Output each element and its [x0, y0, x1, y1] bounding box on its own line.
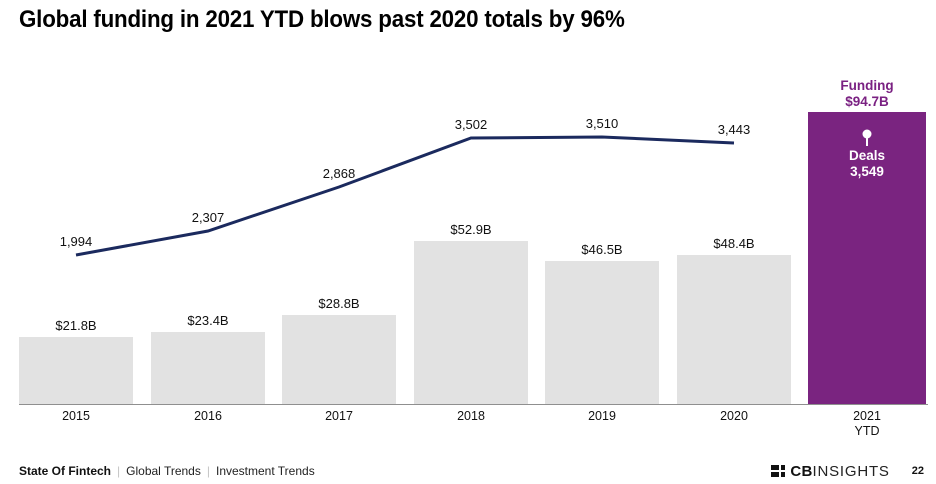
axis-label-2018: 2018: [457, 409, 485, 423]
deals-value-label-2017: 2,868: [322, 166, 356, 181]
funding-highlight-value: $94.7B: [845, 94, 889, 109]
footer: State Of Fintech | Global Trends | Inves…: [19, 462, 924, 480]
axis-label-2017: 2017: [325, 409, 353, 423]
bar-2021-ytd-highlight: [808, 112, 926, 404]
deals-line: [75, 135, 735, 257]
breadcrumb: State Of Fintech | Global Trends | Inves…: [19, 464, 315, 478]
bar-2016: [151, 332, 265, 404]
funding-highlight-label: Funding $94.7B: [810, 78, 924, 110]
funding-value-label-2020: $48.4B: [713, 236, 755, 251]
deals-value-label-2020: 3,443: [717, 122, 751, 137]
funding-value-label-2018: $52.9B: [450, 222, 492, 237]
axis-label-2019: 2019: [588, 409, 616, 423]
funding-highlight-title: Funding: [840, 78, 894, 93]
page-number: 22: [911, 465, 924, 477]
brand-name-bold: CB: [790, 462, 813, 480]
brand-name-light: INSIGHTS: [812, 462, 890, 480]
logo-block: [771, 465, 780, 470]
logo-block: [781, 465, 786, 470]
funding-value-label-2017: $28.8B: [318, 296, 360, 311]
bar-2020: [677, 255, 791, 404]
funding-value-label-2016: $23.4B: [187, 313, 229, 328]
deals-highlight-title: Deals: [848, 148, 886, 163]
deals-value-label-2019: 3,510: [585, 116, 619, 131]
breadcrumb-item-state-of-fintech: State Of Fintech: [19, 464, 112, 478]
breadcrumb-separator: |: [117, 464, 121, 478]
bar-2015: [19, 337, 133, 404]
deals-highlight-value: 3,549: [850, 164, 884, 179]
funding-value-label-2019: $46.5B: [581, 242, 623, 257]
logo-block: [771, 472, 780, 477]
funding-value-label-2015: $21.8B: [55, 318, 97, 333]
bar-2019: [545, 261, 659, 404]
x-axis-line: [19, 404, 928, 405]
breadcrumb-item-investment-trends: Investment Trends: [215, 464, 315, 478]
axis-label-2020: 2020: [720, 409, 748, 423]
brand-row: CB INSIGHTS 22: [771, 463, 924, 480]
axis-label-2021-ytd: 2021 YTD: [853, 409, 881, 438]
deals-value-label-2018: 3,502: [454, 117, 488, 132]
axis-label-2015: 2015: [62, 409, 90, 423]
cbinsights-logo-icon: [771, 465, 786, 477]
deals-value-label-2015: 1,994: [59, 234, 93, 249]
breadcrumb-item-global-trends: Global Trends: [126, 464, 201, 478]
breadcrumb-separator: |: [206, 464, 210, 478]
deals-value-label-2016: 2,307: [191, 210, 225, 225]
page-title: Global funding in 2021 YTD blows past 20…: [19, 6, 625, 33]
axis-label-2016: 2016: [194, 409, 222, 423]
deals-highlight-label: Deals 3,549: [810, 148, 924, 180]
bar-2018: [414, 241, 528, 404]
logo-block: [781, 472, 786, 477]
bar-2017: [282, 315, 396, 404]
